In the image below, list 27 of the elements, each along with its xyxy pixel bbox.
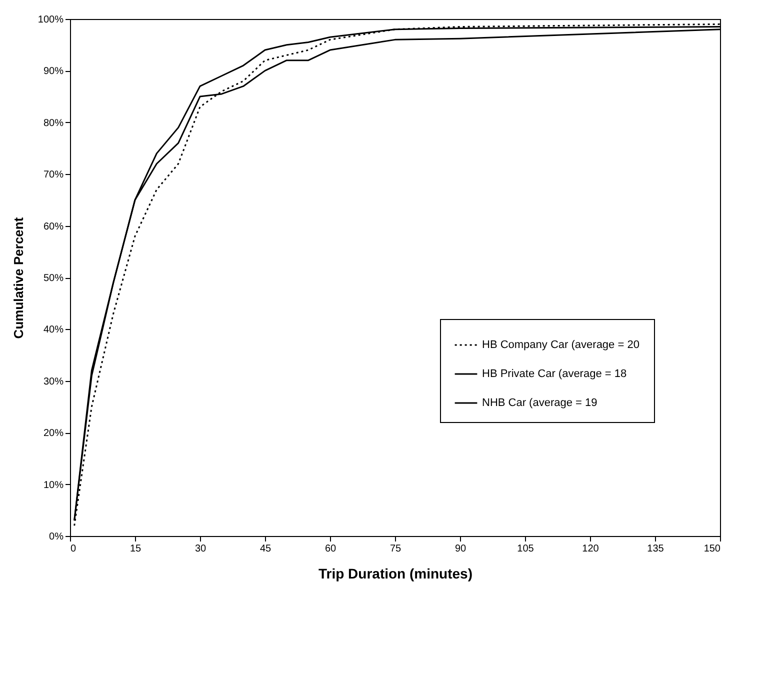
y-tick-label: 40% xyxy=(43,324,64,336)
x-tick-label: 45 xyxy=(260,544,272,554)
y-tick-label: 90% xyxy=(43,66,64,78)
x-tick-label: 105 xyxy=(517,544,534,554)
y-tick-label: 0% xyxy=(49,532,64,542)
x-tick-label: 120 xyxy=(582,544,600,554)
x-tick-label: 90 xyxy=(454,544,466,554)
y-tick-label: 50% xyxy=(43,273,64,284)
x-tick-label: 0 xyxy=(70,544,76,554)
y-tick-label: 30% xyxy=(43,376,64,388)
x-axis-title: Trip Duration (minutes) xyxy=(318,566,472,582)
x-tick-label: 15 xyxy=(130,544,142,554)
y-tick-label: 100% xyxy=(38,14,64,26)
x-tick-label: 75 xyxy=(390,544,402,554)
x-tick-label: 60 xyxy=(324,544,336,554)
legend-label: NHB Car (average = 19 xyxy=(482,397,598,409)
legend-label: HB Company Car (average = 20 xyxy=(482,339,640,351)
y-tick-label: 80% xyxy=(43,118,64,129)
y-tick-label: 20% xyxy=(43,428,64,440)
y-tick-label: 60% xyxy=(43,221,64,232)
y-tick-label: 70% xyxy=(43,170,64,181)
x-tick-label: 135 xyxy=(647,544,664,554)
x-tick-label: 30 xyxy=(194,544,206,554)
y-tick-label: 10% xyxy=(43,480,64,491)
legend-label: HB Private Car (average = 18 xyxy=(482,368,627,380)
y-axis-title: Cumulative Percent xyxy=(10,216,26,339)
x-tick-label: 150 xyxy=(704,544,721,554)
